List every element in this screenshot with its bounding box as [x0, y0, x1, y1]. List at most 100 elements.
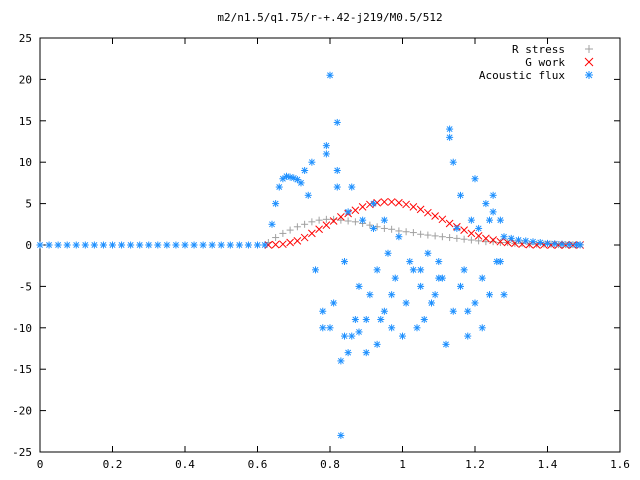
- acoustic-flux-point: [420, 316, 428, 324]
- x-axis: 0 0.2 0.4 0.6 0.8 1 1.2 1.4 1.6: [37, 38, 630, 471]
- acoustic-flux-point: [413, 324, 421, 332]
- y-tick-label: -10: [12, 322, 32, 335]
- acoustic-flux-point: [446, 133, 454, 141]
- acoustic-flux-point: [297, 179, 305, 187]
- g-work-point: [315, 225, 323, 234]
- acoustic-flux-point: [486, 291, 493, 299]
- acoustic-flux-point: [489, 208, 497, 216]
- acoustic-flux-point: [312, 266, 319, 274]
- acoustic-flux-point: [326, 71, 334, 79]
- g-work-point: [431, 212, 439, 220]
- acoustic-flux-point: [359, 216, 367, 224]
- acoustic-flux-point: [460, 266, 468, 274]
- acoustic-flux-point: [63, 241, 71, 249]
- acoustic-flux-point: [99, 241, 107, 249]
- acoustic-flux-point: [370, 200, 377, 208]
- acoustic-flux-point: [275, 183, 283, 191]
- acoustic-flux-point: [388, 324, 396, 332]
- acoustic-flux-point: [72, 241, 80, 249]
- r-stress-point: [337, 216, 345, 224]
- g-work-point: [438, 215, 447, 224]
- acoustic-flux-point: [551, 240, 559, 248]
- acoustic-flux-point: [337, 431, 345, 439]
- acoustic-flux-point: [576, 241, 584, 249]
- y-tick-label: 20: [19, 73, 32, 86]
- acoustic-flux-point: [235, 241, 243, 249]
- r-stress-point: [322, 215, 330, 223]
- acoustic-flux-point: [304, 191, 312, 199]
- acoustic-flux-point: [402, 299, 410, 307]
- acoustic-flux-point: [471, 175, 479, 183]
- r-stress-point: [344, 217, 352, 225]
- r-stress-point: [475, 237, 483, 245]
- g-work-point: [300, 233, 309, 242]
- acoustic-flux-point: [136, 241, 144, 249]
- legend-label: Acoustic flux: [479, 69, 565, 82]
- g-work-point: [402, 200, 410, 209]
- acoustic-flux-point: [478, 324, 486, 332]
- acoustic-flux-point: [565, 241, 573, 249]
- legend-label: G work: [525, 56, 565, 69]
- acoustic-flux-point: [301, 166, 309, 174]
- g-work-point: [482, 234, 490, 243]
- g-work-point: [351, 206, 360, 215]
- acoustic-flux-point: [330, 299, 338, 307]
- r-stress-point: [431, 232, 439, 240]
- x-tick-label: 0.2: [103, 458, 123, 471]
- acoustic-flux-point: [507, 234, 515, 242]
- g-work-point: [489, 236, 497, 244]
- r-stress-point: [301, 220, 309, 228]
- acoustic-flux-point: [348, 183, 356, 191]
- acoustic-flux-point: [417, 282, 425, 290]
- acoustic-flux-point: [529, 238, 537, 246]
- acoustic-flux-point: [268, 220, 276, 228]
- acoustic-flux-point: [428, 299, 435, 307]
- acoustic-flux-point: [322, 150, 330, 158]
- y-tick-label: 10: [19, 156, 32, 169]
- g-work-point: [416, 205, 425, 214]
- acoustic-flux-point: [449, 158, 457, 166]
- acoustic-flux-point: [457, 282, 464, 290]
- acoustic-flux-point: [478, 274, 486, 282]
- acoustic-flux-point: [471, 299, 479, 307]
- y-tick-label: 5: [25, 198, 32, 211]
- acoustic-flux-point: [486, 216, 493, 224]
- acoustic-flux-point: [500, 233, 508, 241]
- g-work-point: [358, 203, 367, 211]
- acoustic-flux-point: [333, 183, 341, 191]
- g-work-point: [445, 219, 454, 228]
- acoustic-flux-point: [190, 241, 198, 249]
- r-stress-point: [293, 223, 301, 231]
- r-stress-point: [380, 224, 388, 232]
- acoustic-flux-point: [127, 241, 135, 249]
- g-work-point: [387, 198, 396, 206]
- acoustic-flux-point: [208, 241, 216, 249]
- acoustic-flux-point: [272, 200, 280, 208]
- y-tick-label: -20: [12, 405, 32, 418]
- acoustic-flux-point: [355, 282, 363, 290]
- acoustic-flux-point: [370, 224, 377, 232]
- g-work-point: [380, 198, 389, 206]
- legend-label: R stress: [512, 43, 565, 56]
- g-work-point: [271, 240, 280, 249]
- y-tick-label: -15: [12, 363, 32, 376]
- r-stress-point: [446, 234, 454, 242]
- acoustic-flux-point: [333, 118, 341, 126]
- g-work-point: [279, 240, 287, 249]
- r-stress-point: [417, 230, 425, 238]
- g-work-point: [496, 237, 505, 246]
- acoustic-flux-point: [380, 216, 388, 224]
- series-acoustic-flux: [36, 71, 584, 439]
- r-stress-point: [496, 239, 504, 247]
- acoustic-flux-point: [36, 241, 44, 249]
- g-work-point: [329, 217, 338, 225]
- acoustic-flux-point: [431, 291, 439, 299]
- acoustic-flux-point: [90, 241, 98, 249]
- acoustic-flux-point: [384, 249, 392, 257]
- acoustic-flux-point: [341, 332, 348, 340]
- acoustic-flux-point: [244, 241, 252, 249]
- acoustic-flux-point: [181, 241, 189, 249]
- g-work-point: [293, 237, 302, 245]
- x-tick-label: 0.8: [320, 458, 340, 471]
- g-work-point: [424, 208, 432, 217]
